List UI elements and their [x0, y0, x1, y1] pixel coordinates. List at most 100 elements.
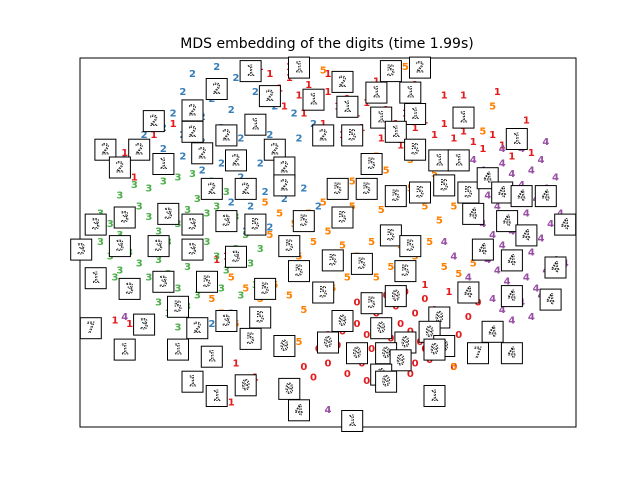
digit-point-3: 3 — [112, 273, 119, 284]
thumbnail-digit-image: 2 — [188, 103, 196, 119]
digit-point-2: 2 — [208, 319, 215, 330]
digit-point-0: 0 — [455, 330, 462, 341]
digit-thumbnail: 5 — [433, 174, 456, 197]
thumbnail-digit-image: 1 — [377, 110, 385, 126]
digit-point-4: 4 — [494, 266, 501, 277]
thumbnail-digit-image: 5 — [333, 181, 341, 197]
thumbnail-frame — [84, 213, 107, 236]
thumbnail-digit-image: 2 — [271, 142, 279, 158]
thumbnail-digit-image: 0 — [280, 339, 288, 355]
thumbnail-frame — [350, 252, 373, 275]
digit-point-0: 0 — [344, 369, 351, 380]
digit-point-2: 2 — [315, 201, 322, 212]
thumbnail-frame — [157, 202, 180, 225]
thumbnail-digit-image: 1 — [513, 132, 521, 148]
digit-point-2: 2 — [247, 201, 254, 212]
digit-point-1: 1 — [528, 148, 535, 159]
digit-point-3: 3 — [131, 180, 138, 191]
thumbnail-digit-image: 3 — [188, 217, 196, 233]
digit-point-5: 5 — [262, 198, 269, 209]
thumbnail-frame — [181, 238, 204, 261]
digit-point-3: 3 — [184, 205, 191, 216]
thumbnail-digit-image: 5 — [295, 264, 303, 280]
digit-thumbnail: 4 — [462, 202, 485, 225]
digit-point-3: 3 — [145, 183, 152, 194]
digit-thumbnail: 4 — [500, 249, 523, 272]
thumbnail-frame — [288, 399, 310, 422]
thumbnail-frame — [288, 260, 310, 283]
thumbnail-digit-image: 4 — [503, 214, 511, 230]
digit-thumbnail: 3 — [133, 313, 156, 336]
thumbnail-digit-image: 1 — [348, 414, 356, 430]
thumbnail-frame — [360, 292, 383, 315]
digit-point-5: 5 — [441, 262, 448, 273]
digit-thumbnail: 1 — [288, 56, 310, 79]
digit-point-5: 5 — [378, 205, 385, 216]
digit-point-4: 4 — [508, 169, 515, 180]
digit-point-4: 4 — [523, 208, 530, 219]
thumbnail-digit-image: 5 — [261, 281, 269, 297]
thumbnail-frame — [234, 374, 257, 397]
digit-thumbnail: 3 — [84, 213, 107, 236]
thumbnail-digit-image: 4 — [508, 346, 516, 362]
digit-point-3: 3 — [175, 323, 182, 334]
thumbnail-digit-image: 0 — [435, 310, 443, 326]
digit-point-5: 5 — [276, 208, 283, 219]
digit-thumbnail: 1 — [428, 149, 451, 172]
thumbnail-frame — [394, 260, 417, 283]
thumbnail-digit-image: 1 — [406, 85, 414, 101]
thumbnail-digit-image: 2 — [135, 142, 143, 158]
digit-point-1: 1 — [441, 91, 448, 102]
digit-point-1: 1 — [470, 137, 477, 148]
thumbnail-frame — [108, 235, 131, 258]
digit-thumbnail: 1 — [404, 103, 427, 125]
thumbnail-frame — [181, 370, 204, 393]
digit-thumbnail: 4 — [534, 185, 557, 208]
thumbnail-frame — [244, 113, 267, 136]
digit-point-5: 5 — [421, 201, 428, 212]
digit-point-4: 4 — [450, 251, 457, 262]
thumbnail-frame — [239, 327, 262, 350]
digit-point-4: 4 — [499, 144, 506, 155]
thumbnail-digit-image: 5 — [440, 178, 448, 194]
thumbnail-frame — [331, 70, 354, 93]
digit-point-2: 2 — [252, 87, 259, 98]
digit-thumbnail: 5 — [292, 210, 315, 233]
thumbnail-frame — [496, 210, 519, 233]
digit-point-4: 4 — [489, 294, 496, 305]
thumbnail-digit-image: 0 — [377, 321, 385, 337]
digit-thumbnail: 4 — [491, 181, 514, 204]
digit-point-1: 1 — [499, 141, 506, 152]
digit-thumbnail: 2 — [312, 124, 335, 147]
digit-thumbnail: 1 — [336, 95, 359, 118]
digit-point-2: 2 — [257, 159, 264, 170]
thumbnail-frame — [389, 349, 412, 372]
thumbnail-digit-image: 0 — [241, 378, 249, 394]
thumbnail-digit-image: 5 — [300, 214, 308, 230]
thumbnail-digit-image: 1 — [392, 124, 400, 140]
thumbnail-frame — [341, 410, 364, 432]
thumbnail-frame — [331, 206, 354, 229]
thumbnail-frame — [510, 185, 533, 208]
digit-point-1: 1 — [325, 69, 332, 80]
digit-point-2: 2 — [228, 105, 235, 116]
digit-point-2: 2 — [291, 109, 298, 120]
digit-point-2: 2 — [300, 183, 307, 194]
digit-point-1: 1 — [508, 151, 515, 162]
digit-thumbnail: 7 — [79, 317, 102, 340]
digit-point-4: 4 — [499, 305, 506, 316]
digit-point-5: 5 — [310, 237, 317, 248]
thumbnail-frame — [312, 124, 335, 147]
digit-thumbnail: 2 — [225, 149, 247, 172]
thumbnail-frame — [505, 128, 528, 150]
thumbnail-digit-image: 3 — [222, 314, 230, 330]
digit-thumbnail: 5 — [288, 260, 310, 283]
digit-point-2: 2 — [160, 144, 167, 155]
thumbnail-frame — [254, 277, 277, 300]
digit-thumbnail: 3 — [113, 206, 136, 229]
digit-point-1: 1 — [460, 91, 467, 102]
digit-thumbnail: 3 — [118, 277, 141, 300]
thumbnail-digit-image: 2 — [188, 124, 196, 140]
digit-thumbnail: 5 — [379, 224, 402, 247]
thumbnail-frame — [215, 310, 238, 332]
